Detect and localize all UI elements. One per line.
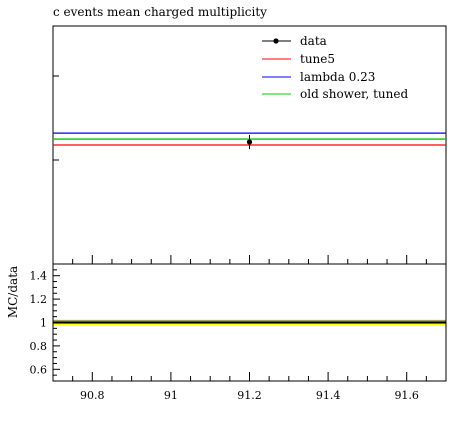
legend: data tune5 lambda 0.23 old shower, tuned [262,34,408,101]
legend-label-data: data [300,34,327,48]
chart-title: c events mean charged multiplicity [53,5,267,19]
main-x-ticks [72,255,427,264]
legend-label-lambda: lambda 0.23 [300,70,375,84]
ratio-x-tick-label: 91.4 [316,389,341,402]
main-plot-panel [52,25,447,265]
ratio-x-tick-label: 91.2 [237,389,262,402]
ratio-plot-panel: 90.8 91 91.2 91.4 91.6 1.4 1.2 1 0.8 0.6 MC/data [6,263,447,402]
legend-item-data: data [262,34,327,48]
ratio-y-tick-label: 1.2 [30,293,48,306]
ratio-x-tick-label: 91.6 [394,389,419,402]
ratio-x-tick-label: 91 [164,389,178,402]
legend-item-tune5: tune5 [262,52,335,66]
main-y-ticks [53,75,59,161]
ratio-y-tick-label: 1 [40,317,47,330]
legend-item-lambda: lambda 0.23 [262,70,375,84]
legend-item-old-shower: old shower, tuned [262,87,408,101]
ratio-y-ticks: 1.4 1.2 1 0.8 0.6 [30,269,60,376]
legend-label-tune5: tune5 [300,52,335,66]
ratio-series-group [53,320,446,324]
main-series-group [53,132,446,150]
ratio-y-tick-label: 0.8 [30,340,48,353]
data-point [246,139,253,145]
ratio-y-tick-label: 1.4 [30,270,48,283]
ratio-y-axis-title: MC/data [6,266,20,318]
ratio-y-tick-label: 0.6 [30,363,48,376]
ratio-x-ticks: 90.8 91 91.2 91.4 91.6 [72,372,427,402]
ratio-x-tick-label: 90.8 [80,389,105,402]
legend-marker-data [273,38,279,44]
legend-label-old-shower: old shower, tuned [300,87,408,101]
